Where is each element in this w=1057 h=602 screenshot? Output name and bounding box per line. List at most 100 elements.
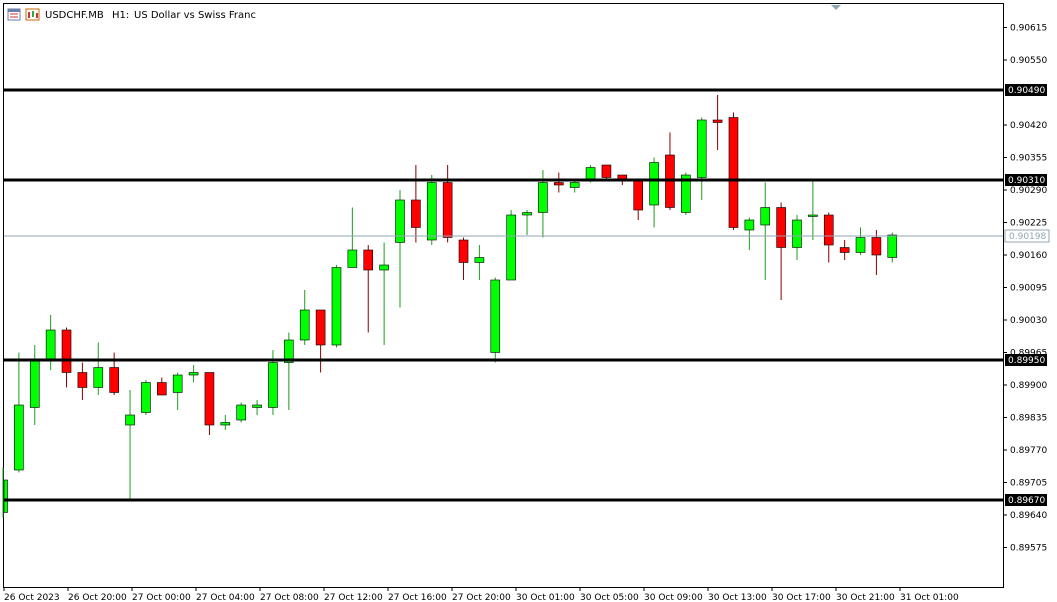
candle-body [569,182,580,188]
candle-body [712,119,723,123]
x-tick-label: 27 Oct 08:00 [260,593,319,602]
symbol-description: US Dollar vs Swiss Franc [134,10,256,21]
candle-bull[interactable] [696,117,707,201]
horizontal-level[interactable]: 0.90310 [4,174,1047,186]
candle-body [808,214,818,217]
horizontal-levels: 0.90490 0.90310 0.89950 0.89670 [4,84,1047,506]
candle-bull[interactable] [331,265,342,348]
candle-bull[interactable] [569,180,580,193]
candle-bull[interactable] [236,402,246,423]
candle-body [871,237,882,256]
candle-bear[interactable] [204,372,215,436]
candle-body [823,214,834,246]
candle-bull[interactable] [792,215,802,260]
symbol-label: USDCHF.MB [45,10,104,21]
candle-body [188,372,199,376]
y-tick-label: 0.90290 [1010,186,1047,196]
candle-bear[interactable] [315,309,326,373]
candle-bull[interactable] [855,227,866,256]
candle-body [379,264,389,271]
candle-bear[interactable] [458,237,469,281]
chart-window-icon [7,8,21,21]
y-tick-label: 0.89965 [1010,349,1047,359]
horizontal-level[interactable]: 0.89950 [4,354,1047,366]
candle-bear[interactable] [411,165,421,243]
candle-bull[interactable] [347,207,358,268]
candle-body [633,179,644,211]
candle-body [792,219,802,248]
candle-bear[interactable] [61,327,72,388]
x-tick-label: 30 Oct 17:00 [772,593,831,602]
candle-bear[interactable] [871,230,882,275]
y-tick-label: 0.89900 [1010,381,1047,391]
candle-body [839,247,850,253]
candle-bear[interactable] [728,112,739,231]
horizontal-level[interactable]: 0.89670 [4,494,1047,506]
candle-body [728,117,739,228]
candle-body [681,174,691,213]
candle-bull[interactable] [172,372,183,411]
candle-bull[interactable] [379,242,389,346]
candle-body [3,479,8,513]
candles [2,95,898,518]
candle-body [45,329,56,361]
candle-bear[interactable] [839,240,850,260]
candle-bull[interactable] [522,210,532,235]
candle-body [14,404,24,471]
level-price-label: 0.89950 [1008,356,1045,366]
plot-area[interactable] [3,3,1004,588]
candle-body [299,309,310,341]
time-axis: 26 Oct 2023 26 Oct 20:00 27 Oct 00:00 27 Oc… [3,587,959,602]
candle-bull[interactable] [760,182,771,281]
candle-bull[interactable] [649,157,659,228]
candle-body [442,182,453,238]
candle-body [553,182,564,186]
candle-bull[interactable] [14,352,24,473]
candle-body [426,182,437,241]
candle-body [506,214,516,281]
candle-bull[interactable] [299,290,310,345]
candle-bear[interactable] [712,95,723,150]
candle-bear[interactable] [823,212,834,263]
x-tick-label: 27 Oct 12:00 [324,593,383,602]
candle-body [347,249,358,268]
candle-bull[interactable] [474,245,485,280]
level-price-label: 0.89670 [1008,496,1045,506]
candle-body [61,329,72,373]
candle-bull[interactable] [506,210,516,281]
candle-bear[interactable] [157,377,167,396]
y-tick-label: 0.90550 [1010,56,1047,66]
candle-bull[interactable] [2,467,8,518]
candle-bull[interactable] [395,190,405,308]
candle-bull[interactable] [252,400,262,415]
candle-body [204,372,215,426]
candle-bull[interactable] [887,232,898,263]
x-tick-label: 27 Oct 04:00 [196,593,255,602]
candle-bear[interactable] [601,164,612,180]
candle-bull[interactable] [93,342,104,396]
candle-bear[interactable] [553,172,564,193]
candle-bear[interactable] [77,362,88,401]
candle-body [776,207,786,248]
y-tick-label: 0.90420 [1010,121,1047,131]
candle-body [236,404,246,421]
candle-bull[interactable] [808,180,818,240]
candle-bull[interactable] [220,415,231,430]
candle-bear[interactable] [776,202,786,301]
candle-bull[interactable] [125,390,135,500]
candle-body [474,257,485,263]
candle-bull[interactable] [426,175,437,245]
y-tick-label: 0.90615 [1010,24,1047,34]
horizontal-level[interactable]: 0.90490 [4,84,1047,96]
y-tick-label: 0.90355 [1010,154,1047,164]
candle-bear[interactable] [442,165,453,243]
chart-shift-marker-icon[interactable] [831,5,841,10]
candle-bull[interactable] [490,277,501,363]
candle-bear[interactable] [363,245,374,333]
candle-bull[interactable] [188,365,199,383]
candle-bull[interactable] [744,217,755,251]
candle-body [538,182,548,213]
candle-bull[interactable] [141,380,151,415]
candle-bull[interactable] [284,332,294,411]
